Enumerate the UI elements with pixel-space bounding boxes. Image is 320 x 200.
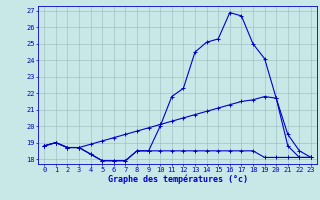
- X-axis label: Graphe des températures (°c): Graphe des températures (°c): [108, 175, 248, 184]
